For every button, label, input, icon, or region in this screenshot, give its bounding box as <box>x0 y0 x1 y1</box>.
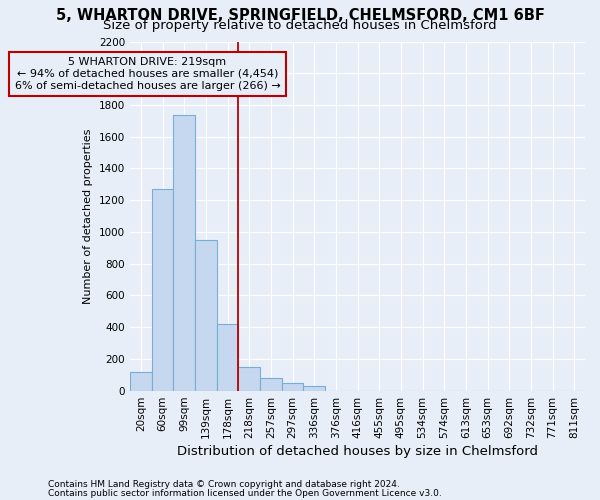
Bar <box>195 240 217 390</box>
Bar <box>238 367 260 390</box>
Bar <box>217 324 238 390</box>
Bar <box>152 189 173 390</box>
Text: Size of property relative to detached houses in Chelmsford: Size of property relative to detached ho… <box>103 18 497 32</box>
Y-axis label: Number of detached properties: Number of detached properties <box>83 128 94 304</box>
Bar <box>282 383 304 390</box>
Bar <box>130 372 152 390</box>
Bar <box>260 378 282 390</box>
Bar <box>304 386 325 390</box>
Text: Contains HM Land Registry data © Crown copyright and database right 2024.: Contains HM Land Registry data © Crown c… <box>48 480 400 489</box>
Text: Contains public sector information licensed under the Open Government Licence v3: Contains public sector information licen… <box>48 488 442 498</box>
X-axis label: Distribution of detached houses by size in Chelmsford: Distribution of detached houses by size … <box>177 444 538 458</box>
Bar <box>173 116 195 390</box>
Text: 5, WHARTON DRIVE, SPRINGFIELD, CHELMSFORD, CM1 6BF: 5, WHARTON DRIVE, SPRINGFIELD, CHELMSFOR… <box>56 8 544 22</box>
Text: 5 WHARTON DRIVE: 219sqm
← 94% of detached houses are smaller (4,454)
6% of semi-: 5 WHARTON DRIVE: 219sqm ← 94% of detache… <box>14 58 280 90</box>
